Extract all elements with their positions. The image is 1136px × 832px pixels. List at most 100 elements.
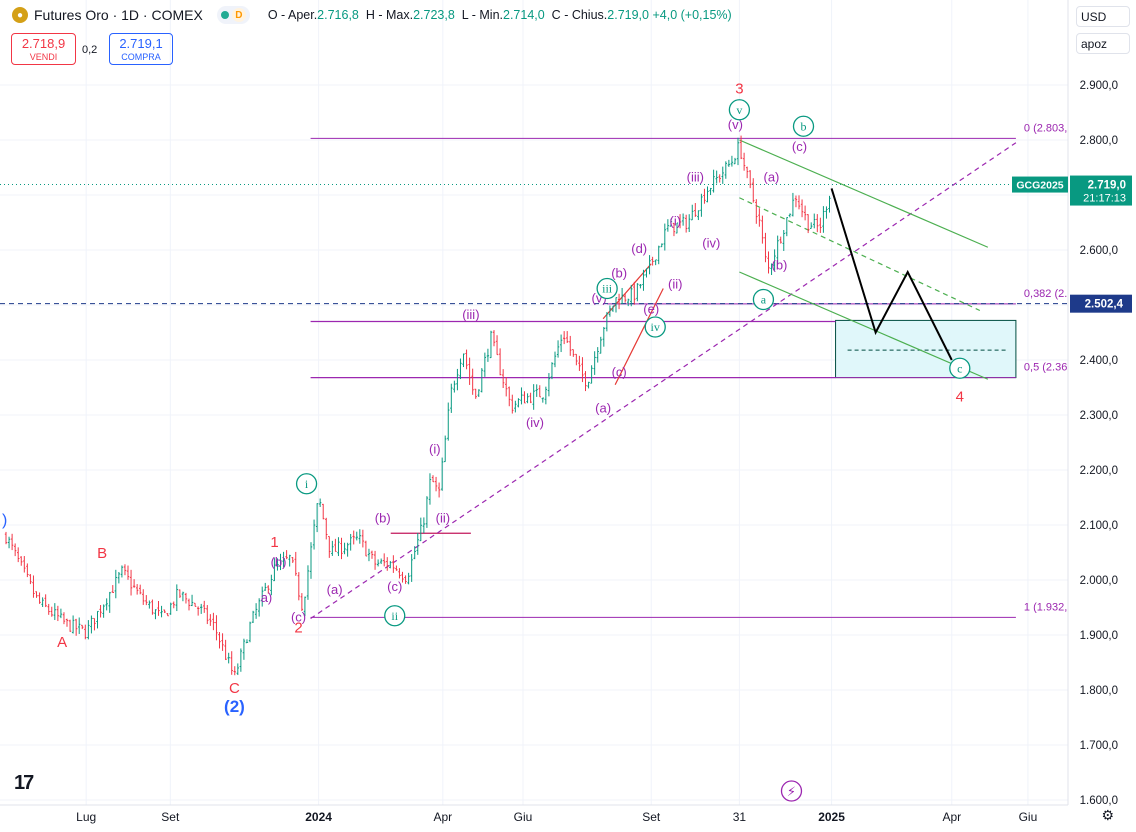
price-tick-label: 2.800,0 (1080, 135, 1118, 147)
circled-wave-label: iv (644, 316, 666, 338)
price-tick-label: 2.400,0 (1080, 355, 1118, 367)
wave-label: (c) (291, 609, 306, 624)
circled-wave-text: v (736, 103, 742, 117)
wave-label: (ii) (436, 510, 450, 525)
circled-wave-label: a (752, 288, 775, 311)
wave-label: (d) (631, 241, 647, 256)
circled-wave-text: iii (602, 282, 613, 296)
trend-line (739, 197, 981, 312)
wave-labels: A B C(2) 1 2 3 4 (b) a) (c) (a) (b) (c) (ii) (i) (iii) (… (2, 80, 971, 802)
chart-header: ● Futures Oro · 1D · COMEX D O - Aper.2.… (0, 0, 732, 30)
circled-wave-label: b (792, 115, 815, 137)
sell-price: 2.718,9 (21, 36, 66, 51)
circled-wave-text: a (761, 293, 767, 307)
wave-label: a) (261, 590, 273, 605)
fib-level-label: 1 (1.932, (1024, 601, 1067, 613)
status-dots[interactable]: D (216, 6, 250, 24)
dashed-level-tag (1070, 294, 1132, 313)
wave-circle (644, 316, 666, 338)
drawing-overlays: 0 (2.803, 0,382 (2. 0,5 (2.36 1 (1.932, (0, 122, 1068, 619)
forecast-path (830, 188, 953, 361)
wave-label: (a) (327, 582, 343, 597)
dashed-level-value: 2.502,4 (1085, 299, 1124, 311)
symbol-tag (1012, 176, 1068, 193)
lightning-icon: ⚡ (780, 780, 803, 802)
wave-circle (596, 277, 618, 300)
circled-wave-label: c (949, 357, 971, 379)
sell-button[interactable]: 2.718,9 VENDI (11, 33, 76, 65)
wave-label: (a) (763, 169, 779, 184)
wave-circle (792, 115, 815, 137)
grid-lines (0, 0, 1068, 805)
price-tick-label: 2.300,0 (1080, 410, 1118, 422)
price-tick-label: 1.700,0 (1080, 740, 1118, 752)
trend-line (739, 271, 989, 380)
price-tick-label: 2.000,0 (1080, 575, 1118, 587)
price-tick-label: 2.900,0 (1080, 80, 1118, 92)
wave-label: (v) (728, 117, 743, 132)
wave-label: (iii) (462, 307, 479, 322)
wave-label-edge: ) (2, 512, 7, 529)
wave-label: (b) (375, 510, 391, 525)
trend-line (614, 288, 664, 386)
circled-wave-label: iii (596, 277, 618, 300)
lightning-glyph: ⚡ (787, 785, 796, 800)
countdown-value: 21:17:13 (1083, 193, 1126, 205)
wave-circle (752, 288, 775, 311)
buy-label: COMPRA (121, 52, 161, 62)
wave-label: (b) (271, 554, 287, 569)
gold-symbol-icon: ● (12, 7, 28, 23)
wave-label: B (97, 545, 107, 562)
wave-circle (384, 605, 406, 627)
spread-value: 0,2 (82, 44, 98, 56)
price-tick-label: 2.200,0 (1080, 465, 1118, 477)
wave-label: (i) (429, 442, 441, 457)
ohlc-readout: O - Aper.2.716,8 H - Max.2.723,8 L - Min… (267, 8, 732, 22)
symbol-title[interactable]: Futures Oro · 1D · COMEX (34, 7, 203, 23)
fib-level-label: 0 (2.803, (1024, 122, 1067, 134)
wave-label: (c) (612, 365, 627, 380)
circled-wave-text: i (305, 477, 309, 491)
time-tick-label: 2025 (818, 810, 845, 824)
price-tick-label: 1.900,0 (1080, 630, 1118, 642)
market-open-icon (220, 11, 229, 19)
candles (4, 135, 831, 676)
time-tick-label: Set (642, 810, 661, 824)
wave-circle (949, 357, 971, 379)
wave-label: (c) (387, 579, 402, 594)
buy-button[interactable]: 2.719,1 COMPRA (109, 33, 173, 65)
gear-icon[interactable]: ⚙ (1101, 807, 1114, 823)
wave-label: (iv) (702, 235, 720, 250)
wave-label: (a) (595, 400, 611, 415)
buy-price: 2.719,1 (119, 36, 163, 51)
time-tick-label: 31 (733, 810, 747, 824)
price-tick-label: 2.100,0 (1080, 520, 1118, 532)
price-tick-label: 1.600,0 (1080, 795, 1118, 807)
fib-level-label: 0,5 (2.36 (1024, 362, 1067, 374)
time-axis[interactable]: Lug Set 2024 Apr Giu Set 31 2025 Apr Giu (0, 804, 1068, 824)
last-price-tag (1070, 175, 1132, 206)
circled-wave-text: ii (391, 609, 398, 623)
wave-label: (iv) (526, 415, 544, 430)
currency-select[interactable]: USD (1076, 6, 1130, 27)
price-tick-label: 2.600,0 (1080, 245, 1118, 257)
wave-label: (c) (792, 139, 807, 154)
time-tick-label: Apr (942, 810, 961, 824)
time-tick-label: Apr (433, 810, 452, 824)
lightning-circle (780, 780, 803, 802)
price-axis[interactable]: 2.900,02.800,02.700,02.600,02.500,02.400… (1012, 0, 1136, 832)
wave-label: (ii) (668, 277, 682, 292)
wave-label: (2) (224, 697, 245, 716)
tradingview-logo[interactable]: 17 (14, 772, 34, 794)
price-tick-label: 1.800,0 (1080, 685, 1118, 697)
scale-mode-select[interactable]: apoz (1076, 33, 1130, 54)
trend-line (310, 142, 1017, 619)
wave-label: 4 (956, 388, 964, 405)
trend-line (739, 139, 989, 248)
wave-label: (b) (772, 257, 788, 272)
time-tick-label: Lug (76, 810, 96, 824)
circled-wave-label: v (728, 99, 751, 121)
circled-wave-label: ii (384, 605, 406, 627)
sell-label: VENDI (29, 52, 58, 62)
